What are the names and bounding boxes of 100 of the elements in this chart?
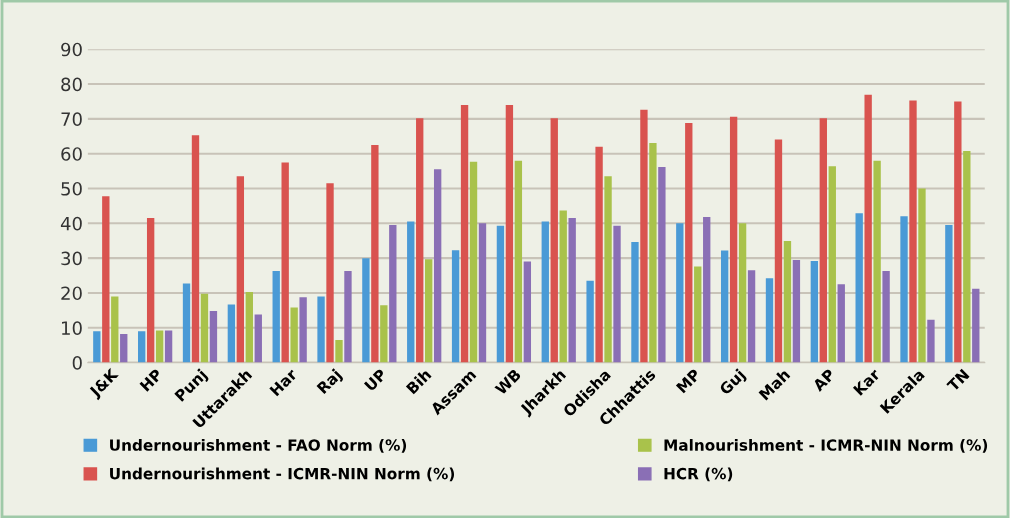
- bar: [326, 183, 334, 363]
- bar: [828, 166, 836, 363]
- bar: [819, 118, 827, 363]
- bar: [738, 223, 747, 363]
- x-tick-label: HP: [139, 368, 163, 392]
- bar: [909, 100, 917, 363]
- legend-label: Undernourishment - ICMR-NIN Norm (%): [110, 467, 455, 482]
- bar: [102, 196, 110, 363]
- y-tick-label: 10: [62, 321, 82, 335]
- legend-label: Undernourishment - FAO Norm (%): [110, 439, 407, 453]
- y-tick-label: 40: [60, 216, 82, 231]
- bar: [245, 291, 253, 363]
- bar: [469, 161, 478, 363]
- bar: [460, 104, 469, 363]
- bar: [362, 258, 370, 363]
- bar: [963, 150, 971, 363]
- bar: [380, 305, 388, 363]
- bar: [720, 250, 729, 363]
- bar: [299, 297, 307, 363]
- bar: [344, 271, 352, 363]
- bar: [93, 331, 101, 363]
- bar: [120, 334, 128, 363]
- bar: [595, 146, 603, 363]
- bar: [864, 94, 872, 363]
- y-tick-label: 0: [72, 356, 82, 370]
- bar: [783, 241, 792, 363]
- bar: [586, 280, 594, 363]
- bar: [371, 144, 379, 363]
- bar: [640, 109, 648, 363]
- bar: [541, 221, 549, 363]
- bar: [433, 169, 442, 363]
- bar: [649, 142, 657, 363]
- bar: [873, 160, 881, 363]
- bar: [191, 135, 200, 363]
- bar: [550, 118, 558, 363]
- bar: [164, 330, 173, 363]
- y-tick-label: 70: [61, 112, 82, 126]
- bar: [416, 118, 424, 363]
- bar: [389, 225, 397, 363]
- bar: [972, 288, 980, 363]
- bar: [918, 188, 926, 363]
- bar: [694, 266, 702, 363]
- y-tick-label: 80: [61, 77, 82, 92]
- bar: [729, 116, 738, 363]
- bar: [138, 331, 146, 363]
- legend-label: HCR (%): [664, 467, 733, 482]
- x-tick-label: AP: [811, 368, 836, 392]
- bar: [155, 330, 164, 363]
- bar: [945, 225, 953, 363]
- bar: [496, 225, 505, 363]
- x-tick-label: UP: [363, 368, 388, 392]
- bar: [774, 139, 783, 363]
- bar: [810, 260, 819, 363]
- bar: [227, 304, 236, 363]
- bar: [765, 278, 774, 363]
- bar: [568, 218, 576, 363]
- bar: [451, 250, 460, 363]
- bar: [146, 218, 155, 363]
- y-tick-label: 60: [61, 147, 82, 161]
- x-tick-label: Bih: [405, 368, 432, 395]
- bar: [407, 221, 415, 363]
- x-tick-label: MP: [675, 368, 702, 394]
- bar: [281, 162, 289, 363]
- bar: [604, 176, 612, 363]
- bar: [882, 271, 890, 363]
- bar: [290, 307, 298, 363]
- bar: [425, 259, 433, 363]
- bar: [182, 283, 191, 363]
- bar: [514, 160, 523, 363]
- bar: [837, 284, 845, 363]
- bar: [676, 223, 684, 363]
- x-tick-label: WB: [494, 368, 522, 396]
- bar: [209, 311, 218, 363]
- bar: [900, 216, 908, 363]
- y-tick-label: 20: [61, 286, 82, 301]
- bar: [792, 259, 801, 363]
- y-tick-label: 30: [61, 251, 82, 266]
- y-tick-label: 50: [61, 181, 82, 196]
- bar: [478, 223, 487, 363]
- legend-label: Malnourishment - ICMR-NIN Norm (%): [664, 439, 988, 453]
- bar: [658, 166, 666, 363]
- y-tick-label: 90: [61, 42, 82, 57]
- bar: [855, 213, 863, 363]
- bar: [111, 296, 119, 363]
- bar: [523, 261, 532, 363]
- x-tick-label: TN: [946, 368, 970, 393]
- bar: [631, 242, 639, 363]
- bar: [272, 271, 280, 363]
- bar: [505, 104, 514, 363]
- bar: [703, 217, 711, 363]
- bar: [317, 296, 325, 363]
- bar: [335, 339, 343, 363]
- bar: [559, 210, 567, 363]
- bar: [685, 123, 693, 363]
- bar: [747, 270, 756, 363]
- bar: [927, 319, 935, 363]
- bar: [236, 176, 245, 363]
- bar: [254, 314, 262, 363]
- bar: [200, 293, 209, 363]
- bar: [613, 225, 621, 363]
